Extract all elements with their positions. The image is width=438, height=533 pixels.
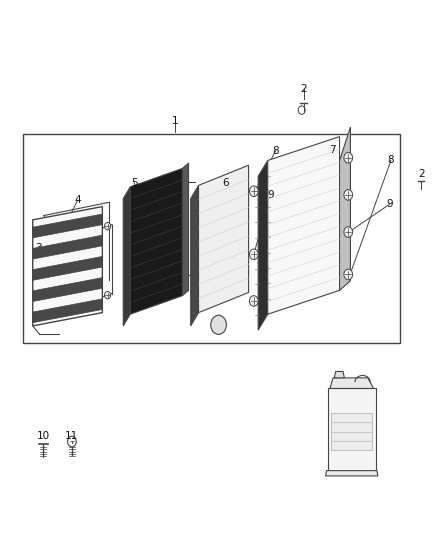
Polygon shape — [268, 136, 339, 314]
Polygon shape — [339, 127, 350, 290]
Polygon shape — [33, 299, 102, 322]
Bar — [23, 134, 399, 343]
Polygon shape — [33, 214, 102, 238]
Polygon shape — [33, 235, 102, 259]
Polygon shape — [258, 160, 268, 330]
Text: 9: 9 — [387, 199, 393, 209]
Text: 7: 7 — [329, 145, 336, 155]
Text: 11: 11 — [65, 431, 78, 441]
Text: 4: 4 — [74, 195, 81, 205]
Circle shape — [105, 292, 111, 299]
Polygon shape — [198, 165, 249, 313]
Circle shape — [250, 249, 258, 260]
Bar — [328, 389, 376, 471]
Polygon shape — [191, 185, 198, 326]
Polygon shape — [334, 372, 344, 378]
Circle shape — [344, 152, 353, 163]
Circle shape — [250, 296, 258, 306]
Circle shape — [211, 316, 226, 334]
Polygon shape — [183, 163, 188, 296]
Text: 1: 1 — [172, 116, 179, 126]
Circle shape — [67, 436, 76, 447]
Text: 6: 6 — [222, 177, 229, 188]
Polygon shape — [33, 207, 102, 326]
Polygon shape — [330, 378, 374, 389]
Text: 9: 9 — [267, 190, 274, 200]
Text: 2: 2 — [418, 169, 425, 179]
Text: 10: 10 — [37, 431, 50, 441]
Circle shape — [344, 190, 353, 200]
Polygon shape — [325, 471, 378, 476]
Text: 5: 5 — [131, 177, 138, 188]
Circle shape — [105, 222, 111, 230]
Circle shape — [250, 186, 258, 197]
Circle shape — [344, 227, 353, 237]
Polygon shape — [130, 168, 183, 314]
Polygon shape — [33, 256, 102, 280]
Text: 3: 3 — [35, 243, 42, 253]
Text: 12: 12 — [345, 398, 358, 408]
Text: 8: 8 — [272, 146, 279, 156]
Bar — [331, 413, 372, 450]
Text: 8: 8 — [388, 156, 394, 165]
Polygon shape — [123, 187, 130, 326]
Circle shape — [344, 269, 353, 280]
Polygon shape — [33, 278, 102, 302]
Text: 2: 2 — [300, 84, 307, 94]
